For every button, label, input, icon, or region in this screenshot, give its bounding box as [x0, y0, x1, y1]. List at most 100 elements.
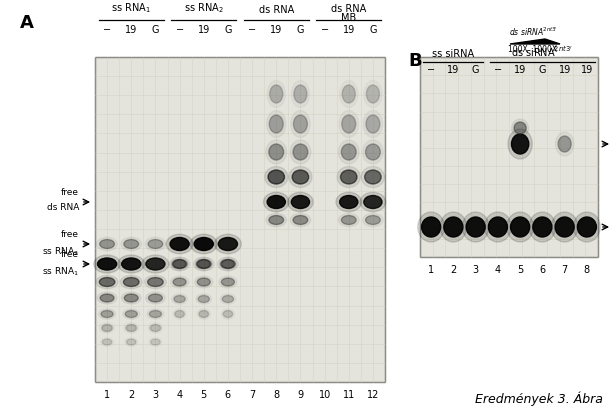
Ellipse shape	[466, 217, 485, 237]
Ellipse shape	[364, 196, 382, 208]
Ellipse shape	[193, 257, 214, 271]
Ellipse shape	[198, 295, 210, 302]
Ellipse shape	[270, 85, 283, 103]
Text: G: G	[224, 25, 232, 35]
Text: −: −	[103, 25, 111, 35]
Ellipse shape	[362, 140, 383, 164]
Ellipse shape	[199, 311, 208, 318]
Text: ss siRNA: ss siRNA	[432, 49, 474, 59]
Ellipse shape	[173, 260, 186, 269]
Ellipse shape	[265, 166, 288, 187]
Ellipse shape	[577, 217, 596, 237]
Ellipse shape	[363, 110, 383, 138]
Text: ds RNA: ds RNA	[331, 4, 367, 14]
Ellipse shape	[574, 212, 600, 242]
Ellipse shape	[268, 170, 284, 184]
Ellipse shape	[223, 311, 233, 318]
Bar	[420, 57, 598, 257]
Ellipse shape	[507, 212, 533, 242]
Ellipse shape	[172, 260, 187, 269]
Text: 7: 7	[562, 265, 568, 275]
Ellipse shape	[342, 115, 356, 133]
Ellipse shape	[97, 292, 117, 304]
Ellipse shape	[121, 258, 141, 270]
Text: 6: 6	[539, 265, 546, 275]
Ellipse shape	[102, 339, 112, 345]
Text: G: G	[151, 25, 159, 35]
Ellipse shape	[145, 275, 166, 289]
Ellipse shape	[365, 170, 381, 184]
Ellipse shape	[336, 192, 362, 212]
Text: 19: 19	[197, 25, 210, 35]
Text: ss RNA$_2$: ss RNA$_2$	[184, 1, 224, 15]
Text: 10: 10	[319, 390, 330, 400]
Text: G: G	[539, 65, 546, 75]
Ellipse shape	[551, 212, 578, 242]
Text: 12: 12	[367, 390, 379, 400]
Ellipse shape	[148, 239, 163, 248]
Bar	[95, 57, 385, 382]
Text: 19: 19	[447, 65, 460, 75]
Ellipse shape	[173, 278, 186, 286]
Text: free: free	[61, 250, 79, 259]
Ellipse shape	[291, 80, 310, 108]
Ellipse shape	[340, 196, 358, 208]
Ellipse shape	[94, 255, 121, 273]
Ellipse shape	[290, 213, 311, 227]
Text: ds RNA: ds RNA	[259, 5, 294, 15]
Ellipse shape	[291, 110, 310, 138]
Ellipse shape	[292, 170, 309, 184]
Text: G: G	[472, 65, 479, 75]
Text: 7: 7	[249, 390, 255, 400]
Ellipse shape	[148, 278, 163, 286]
Text: Eredmények 3. Ábra: Eredmények 3. Ábra	[475, 391, 603, 406]
Text: −: −	[494, 65, 502, 75]
Ellipse shape	[291, 196, 310, 208]
Ellipse shape	[123, 278, 139, 286]
Text: 19: 19	[270, 25, 283, 35]
Ellipse shape	[142, 255, 169, 273]
Ellipse shape	[194, 237, 213, 250]
Ellipse shape	[290, 140, 311, 164]
Ellipse shape	[511, 134, 529, 154]
Text: G: G	[369, 25, 376, 35]
Ellipse shape	[218, 237, 237, 250]
Text: ss RNA$_1$: ss RNA$_1$	[42, 265, 79, 278]
Ellipse shape	[102, 325, 112, 332]
Ellipse shape	[269, 215, 284, 225]
Ellipse shape	[221, 278, 234, 286]
Text: 8: 8	[584, 265, 590, 275]
Ellipse shape	[124, 239, 139, 248]
Text: G: G	[297, 25, 304, 35]
Text: 3: 3	[473, 265, 479, 275]
Ellipse shape	[342, 85, 356, 103]
Ellipse shape	[215, 234, 242, 254]
Ellipse shape	[221, 260, 235, 269]
Text: 19: 19	[514, 65, 526, 75]
Text: 19: 19	[558, 65, 571, 75]
Ellipse shape	[148, 294, 162, 302]
Ellipse shape	[126, 325, 137, 332]
Text: 19: 19	[343, 25, 355, 35]
Ellipse shape	[150, 311, 161, 318]
Ellipse shape	[361, 166, 384, 187]
Text: 5: 5	[517, 265, 524, 275]
Ellipse shape	[289, 166, 312, 187]
Ellipse shape	[96, 275, 118, 289]
Ellipse shape	[223, 295, 234, 302]
Text: 19: 19	[125, 25, 137, 35]
Ellipse shape	[555, 217, 574, 237]
Ellipse shape	[508, 129, 532, 159]
Text: 19: 19	[581, 65, 593, 75]
Text: A: A	[20, 14, 34, 32]
Text: B: B	[408, 52, 422, 70]
Ellipse shape	[97, 258, 116, 270]
Ellipse shape	[266, 140, 287, 164]
Ellipse shape	[197, 260, 210, 269]
Text: −: −	[175, 25, 184, 35]
Ellipse shape	[341, 144, 356, 160]
Ellipse shape	[269, 144, 284, 160]
Ellipse shape	[339, 110, 359, 138]
Ellipse shape	[444, 217, 463, 237]
Text: −: −	[321, 25, 329, 35]
